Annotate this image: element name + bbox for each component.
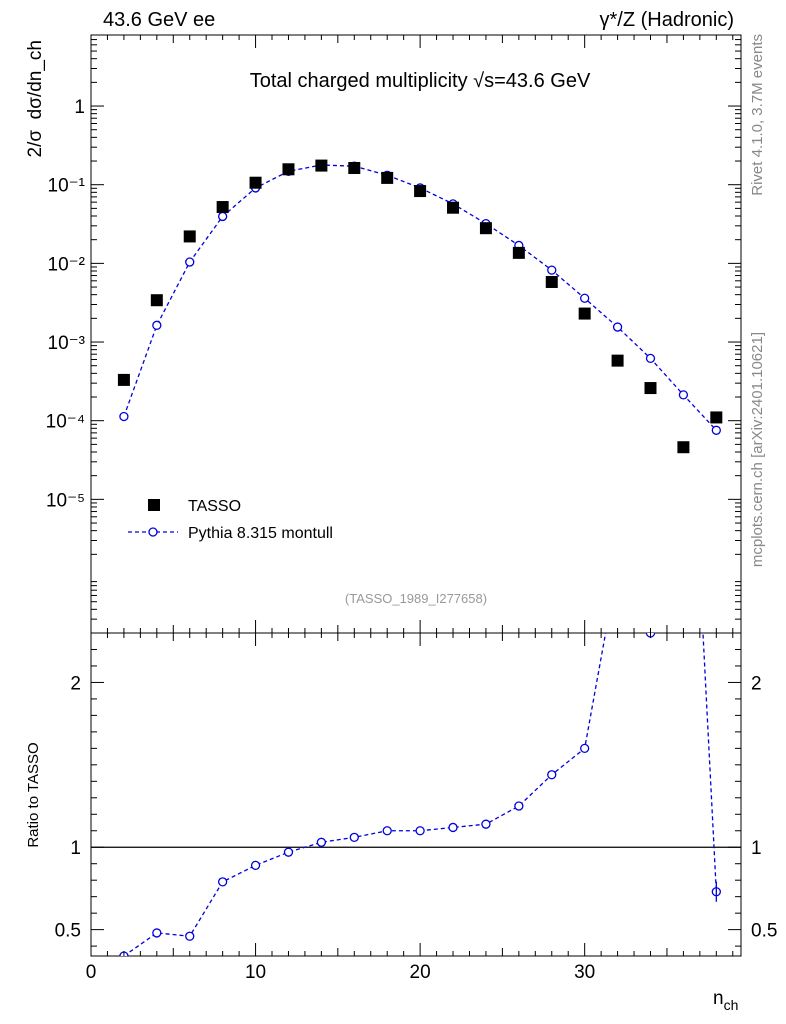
legend-marker-tasso: [148, 499, 160, 511]
main-ytick-label: 10⁻³: [48, 333, 86, 354]
main-ytick-label: 10⁻¹: [48, 176, 86, 197]
xtick-label: 30: [574, 962, 595, 983]
x-axis-label-subscript: ch: [724, 997, 739, 1013]
ratio-point: [415, 826, 425, 836]
tasso-point: [512, 246, 525, 259]
legend-label-pythia: Pythia 8.315 montull: [188, 525, 333, 542]
pythia-point: [612, 322, 623, 332]
ratio-point: [580, 743, 590, 754]
ratio-point: [283, 847, 294, 857]
main-ticks: 10⁻⁵ 10⁻⁴ 10⁻³ 10⁻² 10⁻¹ 1: [46, 34, 741, 634]
ratio-point: [152, 928, 162, 938]
pythia-line: [123, 164, 717, 431]
main-panel: Total charged multiplicity √s=43.6 GeV 2…: [25, 34, 742, 634]
tasso-point: [611, 354, 624, 367]
main-ytick-label: 10⁻⁵: [46, 490, 85, 511]
pythia-point: [152, 320, 162, 330]
ratio-point: [679, 250, 687, 258]
ratio-ytick-label: 0.5: [55, 921, 81, 942]
tasso-point: [414, 185, 427, 198]
tasso-point: [644, 382, 657, 395]
source-annotation: (TASSO_1989_I277658): [345, 591, 487, 606]
tasso-point: [282, 163, 295, 176]
ratio-point: [614, 563, 622, 571]
ratio-point: [514, 801, 524, 811]
pythia-point: [217, 211, 228, 222]
tasso-point: [710, 411, 723, 424]
tasso-point: [315, 159, 328, 172]
x-ticks: 0 10 20 30: [86, 633, 734, 983]
main-y-axis-label: 2/σ dσ/dn_ch: [25, 40, 46, 157]
tasso-point: [150, 294, 163, 307]
legend: TASSO Pythia 8.315 montull: [128, 498, 333, 542]
pythia-point: [185, 257, 195, 267]
ratio-point: [250, 860, 261, 871]
ratio-point: [316, 837, 327, 847]
mcplots-label: mcplots.cern.ch [arXiv:2401.10621]: [749, 332, 766, 567]
ratio-point: [382, 826, 392, 836]
pythia-point: [645, 353, 656, 364]
tasso-point: [348, 162, 361, 175]
pythia-point: [580, 293, 590, 303]
ratio-point: [481, 819, 491, 829]
tasso-point: [447, 201, 460, 214]
main-series: [117, 159, 723, 454]
ratio-series: [119, 250, 721, 956]
rivet-version-label: Rivet 4.1.0, 3.7M events: [749, 34, 766, 196]
ratio-ticks: 0.5 0.5 1 1 2 2: [55, 648, 777, 947]
ratio-ytick-label-right: 1: [751, 838, 762, 859]
tasso-point: [381, 171, 394, 184]
ratio-y-axis-label: Ratio to TASSO: [25, 742, 42, 847]
tasso-point: [183, 230, 196, 243]
ratio-panel: Ratio to TASSO 0.5 0.5 1 1 2 2 0 10 20 30 nch: [25, 250, 777, 1013]
header-right-label: γ*/Z (Hadronic): [600, 9, 734, 31]
ratio-ytick-label-right: 2: [751, 673, 762, 694]
tasso-point: [677, 441, 690, 454]
ratio-point: [349, 832, 359, 842]
tasso-point: [479, 222, 492, 235]
tasso-point: [545, 275, 558, 288]
x-axis-label: nch: [713, 988, 738, 1013]
pythia-point: [119, 411, 129, 422]
header-left-label: 43.6 GeV ee: [103, 9, 215, 31]
ratio-point: [217, 877, 228, 887]
tasso-point: [117, 373, 130, 386]
tasso-point: [249, 176, 262, 189]
tasso-point: [578, 307, 591, 320]
main-ytick-label: 10⁻²: [48, 254, 86, 275]
main-chart-title: Total charged multiplicity √s=43.6 GeV: [250, 70, 591, 92]
ratio-panel-frame: [90, 632, 742, 957]
ratio-ytick-label-right: 0.5: [751, 921, 777, 942]
xtick-label: 20: [410, 962, 431, 983]
pythia-point: [711, 425, 721, 435]
ratio-ytick-label: 1: [70, 838, 81, 859]
legend-marker-pythia: [148, 527, 158, 537]
ratio-point: [448, 822, 458, 833]
xtick-label: 0: [86, 962, 97, 983]
main-panel-frame: [90, 34, 742, 634]
ratio-ytick-label: 2: [70, 673, 81, 694]
xtick-label: 10: [245, 962, 266, 983]
main-ytick-label: 10⁻⁴: [46, 412, 85, 433]
legend-label-tasso: TASSO: [188, 498, 241, 515]
ratio-point: [185, 931, 195, 941]
ratio-point: [547, 770, 557, 780]
main-ytick-label: 1: [74, 97, 85, 118]
pythia-point: [547, 265, 557, 275]
pythia-point: [678, 390, 689, 400]
tasso-point: [216, 201, 229, 214]
